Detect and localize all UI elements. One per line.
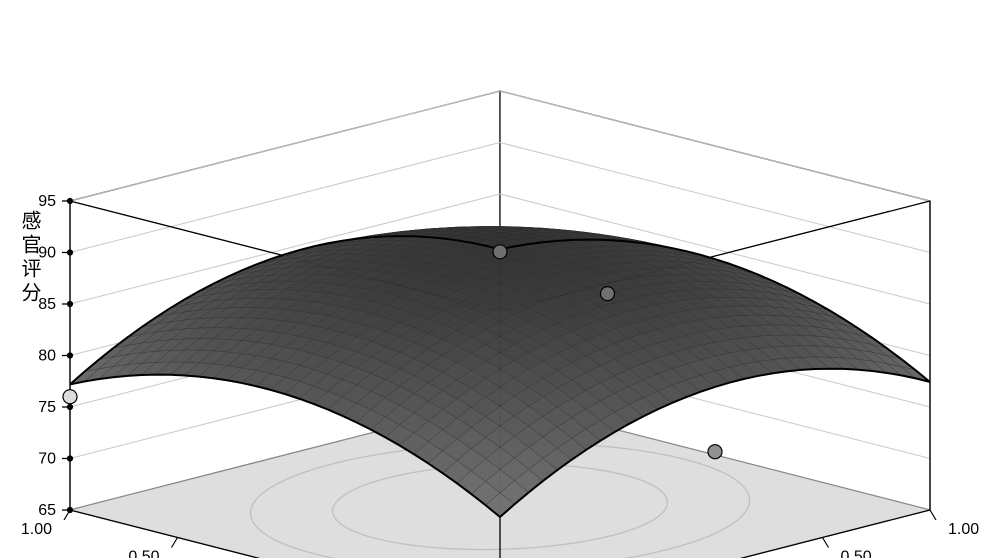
- svg-text:0.50: 0.50: [128, 549, 159, 558]
- svg-text:1.00: 1.00: [948, 521, 979, 538]
- z-axis-label: 感官评分: [15, 210, 44, 306]
- response-surface-chart: 感官评分 65707580859095-1.00-0.500.000.501.0…: [0, 0, 1000, 558]
- svg-text:95: 95: [38, 193, 56, 210]
- svg-text:80: 80: [38, 348, 56, 365]
- svg-text:70: 70: [38, 451, 56, 468]
- plot-svg: 65707580859095-1.00-0.500.000.501.00-1.0…: [0, 0, 1000, 558]
- svg-text:75: 75: [38, 399, 56, 416]
- svg-text:0.50: 0.50: [841, 549, 872, 558]
- svg-text:65: 65: [38, 502, 56, 519]
- svg-text:1.00: 1.00: [21, 521, 52, 538]
